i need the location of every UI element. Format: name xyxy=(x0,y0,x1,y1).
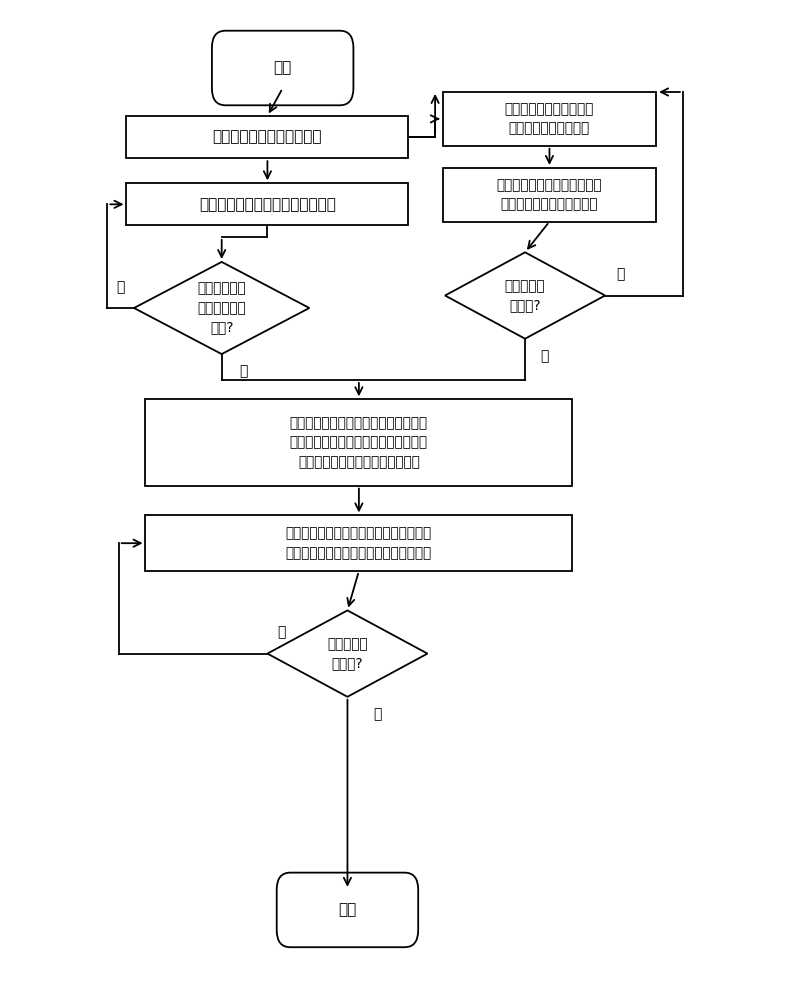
Polygon shape xyxy=(268,610,427,697)
Bar xyxy=(126,183,408,225)
Text: 否: 否 xyxy=(116,280,125,294)
Text: 是: 是 xyxy=(540,349,549,363)
Text: 是否满足系
统约束?: 是否满足系 统约束? xyxy=(327,637,368,670)
FancyBboxPatch shape xyxy=(277,873,418,947)
Text: 结束: 结束 xyxy=(338,902,357,917)
Text: 是: 是 xyxy=(239,364,247,378)
Bar xyxy=(126,116,408,158)
Bar xyxy=(145,515,572,571)
Text: 以系统运行成本最小为目
标，允许火电深度调峰: 以系统运行成本最小为目 标，允许火电深度调峰 xyxy=(505,102,594,136)
Text: 否: 否 xyxy=(616,267,625,281)
Bar xyxy=(443,168,656,222)
Text: 将上述优化结果的运行成本和弃风率作
为多目标函数中的基准值，然后以系统
运行成本和弃风率为目标进行优化: 将上述优化结果的运行成本和弃风率作 为多目标函数中的基准值，然后以系统 运行成本… xyxy=(290,416,428,469)
Text: 开始: 开始 xyxy=(274,60,291,76)
Polygon shape xyxy=(445,252,605,339)
Text: 根据优化后负荷曲线安排火电
机组常规出力以及深度调峰: 根据优化后负荷曲线安排火电 机组常规出力以及深度调峰 xyxy=(496,178,603,211)
Text: 是否满足需求
响应以及平衡
约束?: 是否满足需求 响应以及平衡 约束? xyxy=(198,282,246,334)
Polygon shape xyxy=(134,262,310,354)
Bar xyxy=(145,399,572,486)
Text: 根据优化后负荷曲线安排机组出力、储能
充放电功率、备用容量以及调峰利益分配: 根据优化后负荷曲线安排机组出力、储能 充放电功率、备用容量以及调峰利益分配 xyxy=(286,526,432,560)
FancyBboxPatch shape xyxy=(212,31,353,105)
Text: 利用需求响应对负荷曲线进行优化: 利用需求响应对负荷曲线进行优化 xyxy=(199,197,336,212)
Text: 是否满足系
统约束?: 是否满足系 统约束? xyxy=(505,279,545,312)
Text: 是: 是 xyxy=(374,707,382,721)
Bar xyxy=(443,92,656,146)
Text: 以系统运行成本最小为目标: 以系统运行成本最小为目标 xyxy=(213,130,322,145)
Text: 否: 否 xyxy=(277,625,285,639)
